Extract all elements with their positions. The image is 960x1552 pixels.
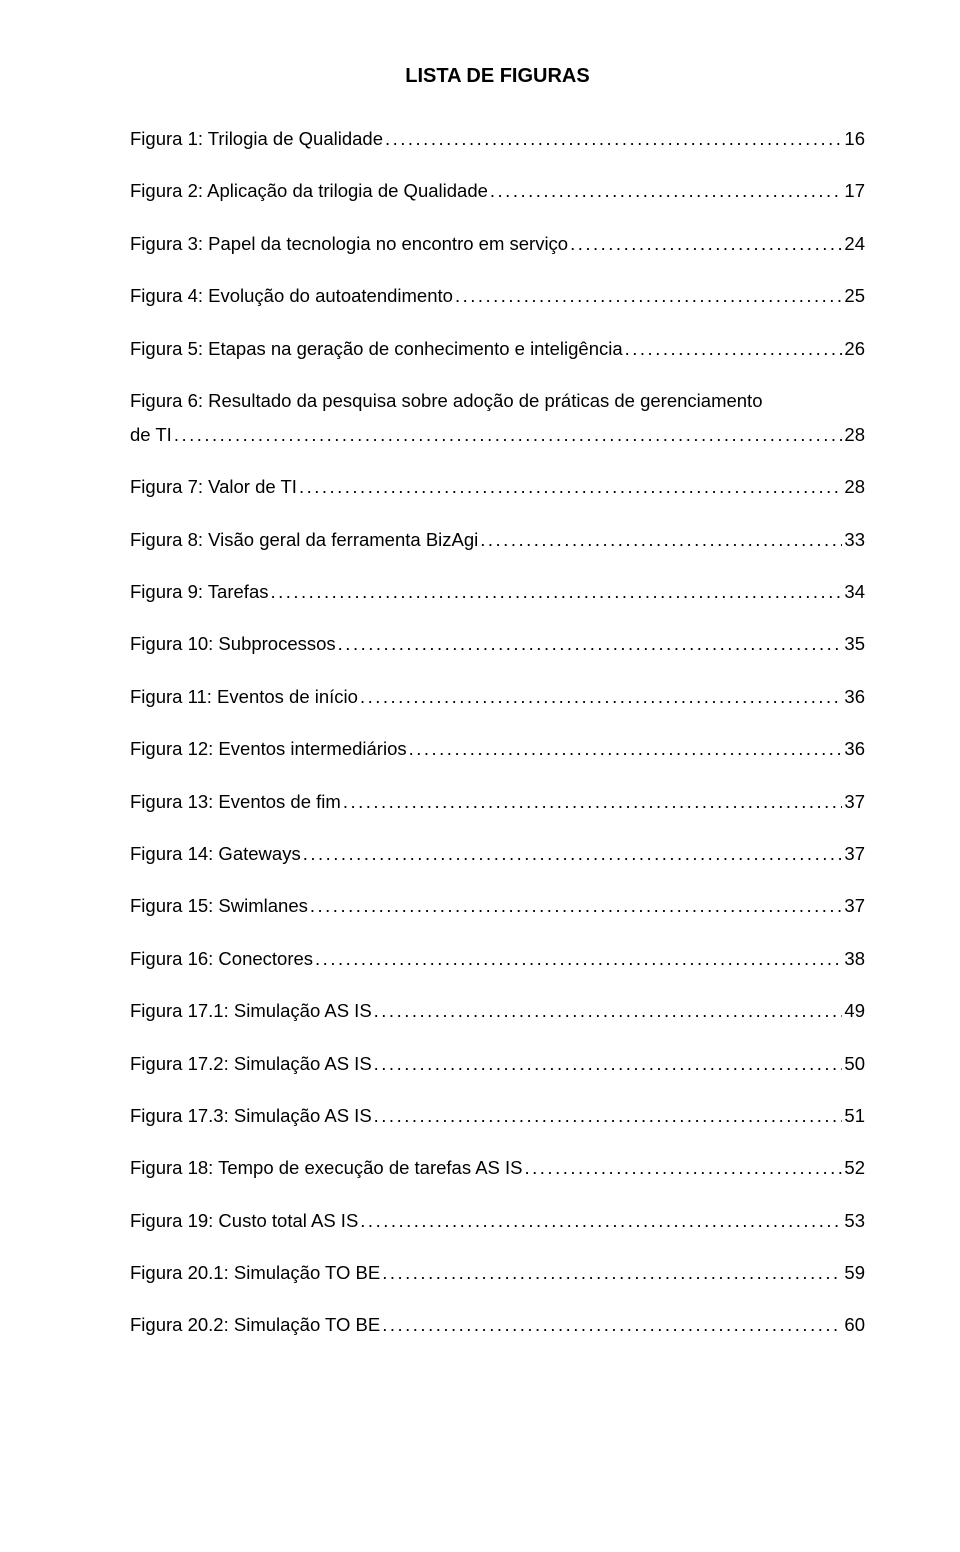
toc-entry-label: Figura 11: Eventos de início bbox=[130, 684, 358, 710]
toc-leader-dots: ........................................… bbox=[301, 841, 843, 867]
toc-entry-label: Figura 4: Evolução do autoatendimento bbox=[130, 283, 453, 309]
toc-entry: Figura 6: Resultado da pesquisa sobre ad… bbox=[130, 388, 865, 448]
toc-entry: Figura 10: Subprocessos.................… bbox=[130, 631, 865, 657]
toc-entry-page: 33 bbox=[842, 527, 865, 553]
toc-entry: Figura 3: Papel da tecnologia no encontr… bbox=[130, 231, 865, 257]
toc-leader-dots: ........................................… bbox=[380, 1260, 842, 1286]
toc-leader-dots: ........................................… bbox=[407, 736, 843, 762]
toc-entry-page: 25 bbox=[842, 283, 865, 309]
toc-entry: Figura 17.1: Simulação AS IS............… bbox=[130, 998, 865, 1024]
toc-entry: Figura 15: Swimlanes....................… bbox=[130, 893, 865, 919]
toc-entry-label: Figura 14: Gateways bbox=[130, 841, 301, 867]
toc-entry-label: Figura 7: Valor de TI bbox=[130, 474, 297, 500]
toc-entry-label: Figura 9: Tarefas bbox=[130, 579, 268, 605]
toc-entry-page: 53 bbox=[842, 1208, 865, 1234]
toc-entry: Figura 18: Tempo de execução de tarefas … bbox=[130, 1155, 865, 1181]
toc-entry-page: 37 bbox=[842, 841, 865, 867]
toc-entry-label: Figura 16: Conectores bbox=[130, 946, 313, 972]
toc-leader-dots: ........................................… bbox=[380, 1312, 842, 1338]
toc-entry-label: Figura 12: Eventos intermediários bbox=[130, 736, 407, 762]
toc-entry: Figura 16: Conectores...................… bbox=[130, 946, 865, 972]
toc-entry-label: Figura 1: Trilogia de Qualidade bbox=[130, 126, 383, 152]
toc-entry: Figura 13: Eventos de fim...............… bbox=[130, 789, 865, 815]
toc-entry-label-line2: de TI bbox=[130, 422, 172, 448]
toc-leader-dots: ........................................… bbox=[383, 126, 842, 152]
toc-entry: Figura 12: Eventos intermediários.......… bbox=[130, 736, 865, 762]
toc-entry-line2: de TI...................................… bbox=[130, 422, 865, 448]
toc-entry: Figura 20.2: Simulação TO BE............… bbox=[130, 1312, 865, 1338]
toc-entry-label: Figura 18: Tempo de execução de tarefas … bbox=[130, 1155, 523, 1181]
toc-entry-page: 17 bbox=[842, 178, 865, 204]
toc-entry-label: Figura 2: Aplicação da trilogia de Quali… bbox=[130, 178, 488, 204]
toc-entry: Figura 19: Custo total AS IS............… bbox=[130, 1208, 865, 1234]
toc-entry: Figura 5: Etapas na geração de conhecime… bbox=[130, 336, 865, 362]
toc-entry-page: 38 bbox=[842, 946, 865, 972]
toc-entry: Figura 17.3: Simulação AS IS............… bbox=[130, 1103, 865, 1129]
toc-entry-page: 24 bbox=[842, 231, 865, 257]
toc-entry: Figura 8: Visão geral da ferramenta BizA… bbox=[130, 527, 865, 553]
toc-entry: Figura 1: Trilogia de Qualidade.........… bbox=[130, 126, 865, 152]
toc-entry: Figura 20.1: Simulação TO BE............… bbox=[130, 1260, 865, 1286]
toc-leader-dots: ........................................… bbox=[172, 422, 843, 448]
toc-leader-dots: ........................................… bbox=[297, 474, 842, 500]
toc-leader-dots: ........................................… bbox=[453, 283, 842, 309]
toc-leader-dots: ........................................… bbox=[623, 336, 843, 362]
toc-entry: Figura 9: Tarefas.......................… bbox=[130, 579, 865, 605]
toc-entry-page: 36 bbox=[842, 684, 865, 710]
toc-leader-dots: ........................................… bbox=[313, 946, 842, 972]
toc-entry-page: 26 bbox=[842, 336, 865, 362]
toc-entry-label: Figura 17.1: Simulação AS IS bbox=[130, 998, 372, 1024]
toc-entry: Figura 17.2: Simulação AS IS............… bbox=[130, 1051, 865, 1077]
page-title: LISTA DE FIGURAS bbox=[130, 65, 865, 88]
toc-entry-page: 59 bbox=[842, 1260, 865, 1286]
toc-entry: Figura 14: Gateways.....................… bbox=[130, 841, 865, 867]
toc-entry-label: Figura 20.2: Simulação TO BE bbox=[130, 1312, 380, 1338]
toc-leader-dots: ........................................… bbox=[568, 231, 842, 257]
toc-entry-label: Figura 13: Eventos de fim bbox=[130, 789, 341, 815]
toc-entry-label: Figura 3: Papel da tecnologia no encontr… bbox=[130, 231, 568, 257]
toc-entry-page: 35 bbox=[842, 631, 865, 657]
toc-entry-page: 37 bbox=[842, 893, 865, 919]
toc-entry-page: 50 bbox=[842, 1051, 865, 1077]
toc-leader-dots: ........................................… bbox=[358, 1208, 842, 1234]
toc-entry-label: Figura 5: Etapas na geração de conhecime… bbox=[130, 336, 623, 362]
toc-leader-dots: ........................................… bbox=[341, 789, 843, 815]
toc-entry-page: 36 bbox=[842, 736, 865, 762]
toc-entry: Figura 7: Valor de TI...................… bbox=[130, 474, 865, 500]
toc-entry-page: 28 bbox=[842, 422, 865, 448]
toc-entry-label: Figura 8: Visão geral da ferramenta BizA… bbox=[130, 527, 478, 553]
toc-entry-label: Figura 10: Subprocessos bbox=[130, 631, 336, 657]
toc-entry-page: 52 bbox=[842, 1155, 865, 1181]
toc-leader-dots: ........................................… bbox=[336, 631, 843, 657]
toc-leader-dots: ........................................… bbox=[358, 684, 842, 710]
toc-entry-label: Figura 19: Custo total AS IS bbox=[130, 1208, 358, 1234]
toc-entry-page: 37 bbox=[842, 789, 865, 815]
toc-entry-label: Figura 17.2: Simulação AS IS bbox=[130, 1051, 372, 1077]
toc-entry-page: 16 bbox=[842, 126, 865, 152]
toc-entry: Figura 11: Eventos de início............… bbox=[130, 684, 865, 710]
toc-leader-dots: ........................................… bbox=[488, 178, 843, 204]
toc-entry: Figura 4: Evolução do autoatendimento...… bbox=[130, 283, 865, 309]
toc-leader-dots: ........................................… bbox=[372, 998, 843, 1024]
toc-entry-page: 49 bbox=[842, 998, 865, 1024]
toc-leader-dots: ........................................… bbox=[372, 1051, 843, 1077]
toc-leader-dots: ........................................… bbox=[372, 1103, 843, 1129]
toc-leader-dots: ........................................… bbox=[268, 579, 842, 605]
toc-entry-page: 51 bbox=[842, 1103, 865, 1129]
toc-entry-label-line1: Figura 6: Resultado da pesquisa sobre ad… bbox=[130, 388, 865, 414]
toc-entry-label: Figura 20.1: Simulação TO BE bbox=[130, 1260, 380, 1286]
toc-leader-dots: ........................................… bbox=[523, 1155, 843, 1181]
toc-entry-label: Figura 15: Swimlanes bbox=[130, 893, 308, 919]
toc-entry-page: 34 bbox=[842, 579, 865, 605]
toc-entry-page: 60 bbox=[842, 1312, 865, 1338]
toc-entry-label: Figura 17.3: Simulação AS IS bbox=[130, 1103, 372, 1129]
toc-leader-dots: ........................................… bbox=[478, 527, 842, 553]
table-of-contents: Figura 1: Trilogia de Qualidade.........… bbox=[130, 126, 865, 1338]
toc-leader-dots: ........................................… bbox=[308, 893, 843, 919]
toc-entry-page: 28 bbox=[842, 474, 865, 500]
toc-entry: Figura 2: Aplicação da trilogia de Quali… bbox=[130, 178, 865, 204]
